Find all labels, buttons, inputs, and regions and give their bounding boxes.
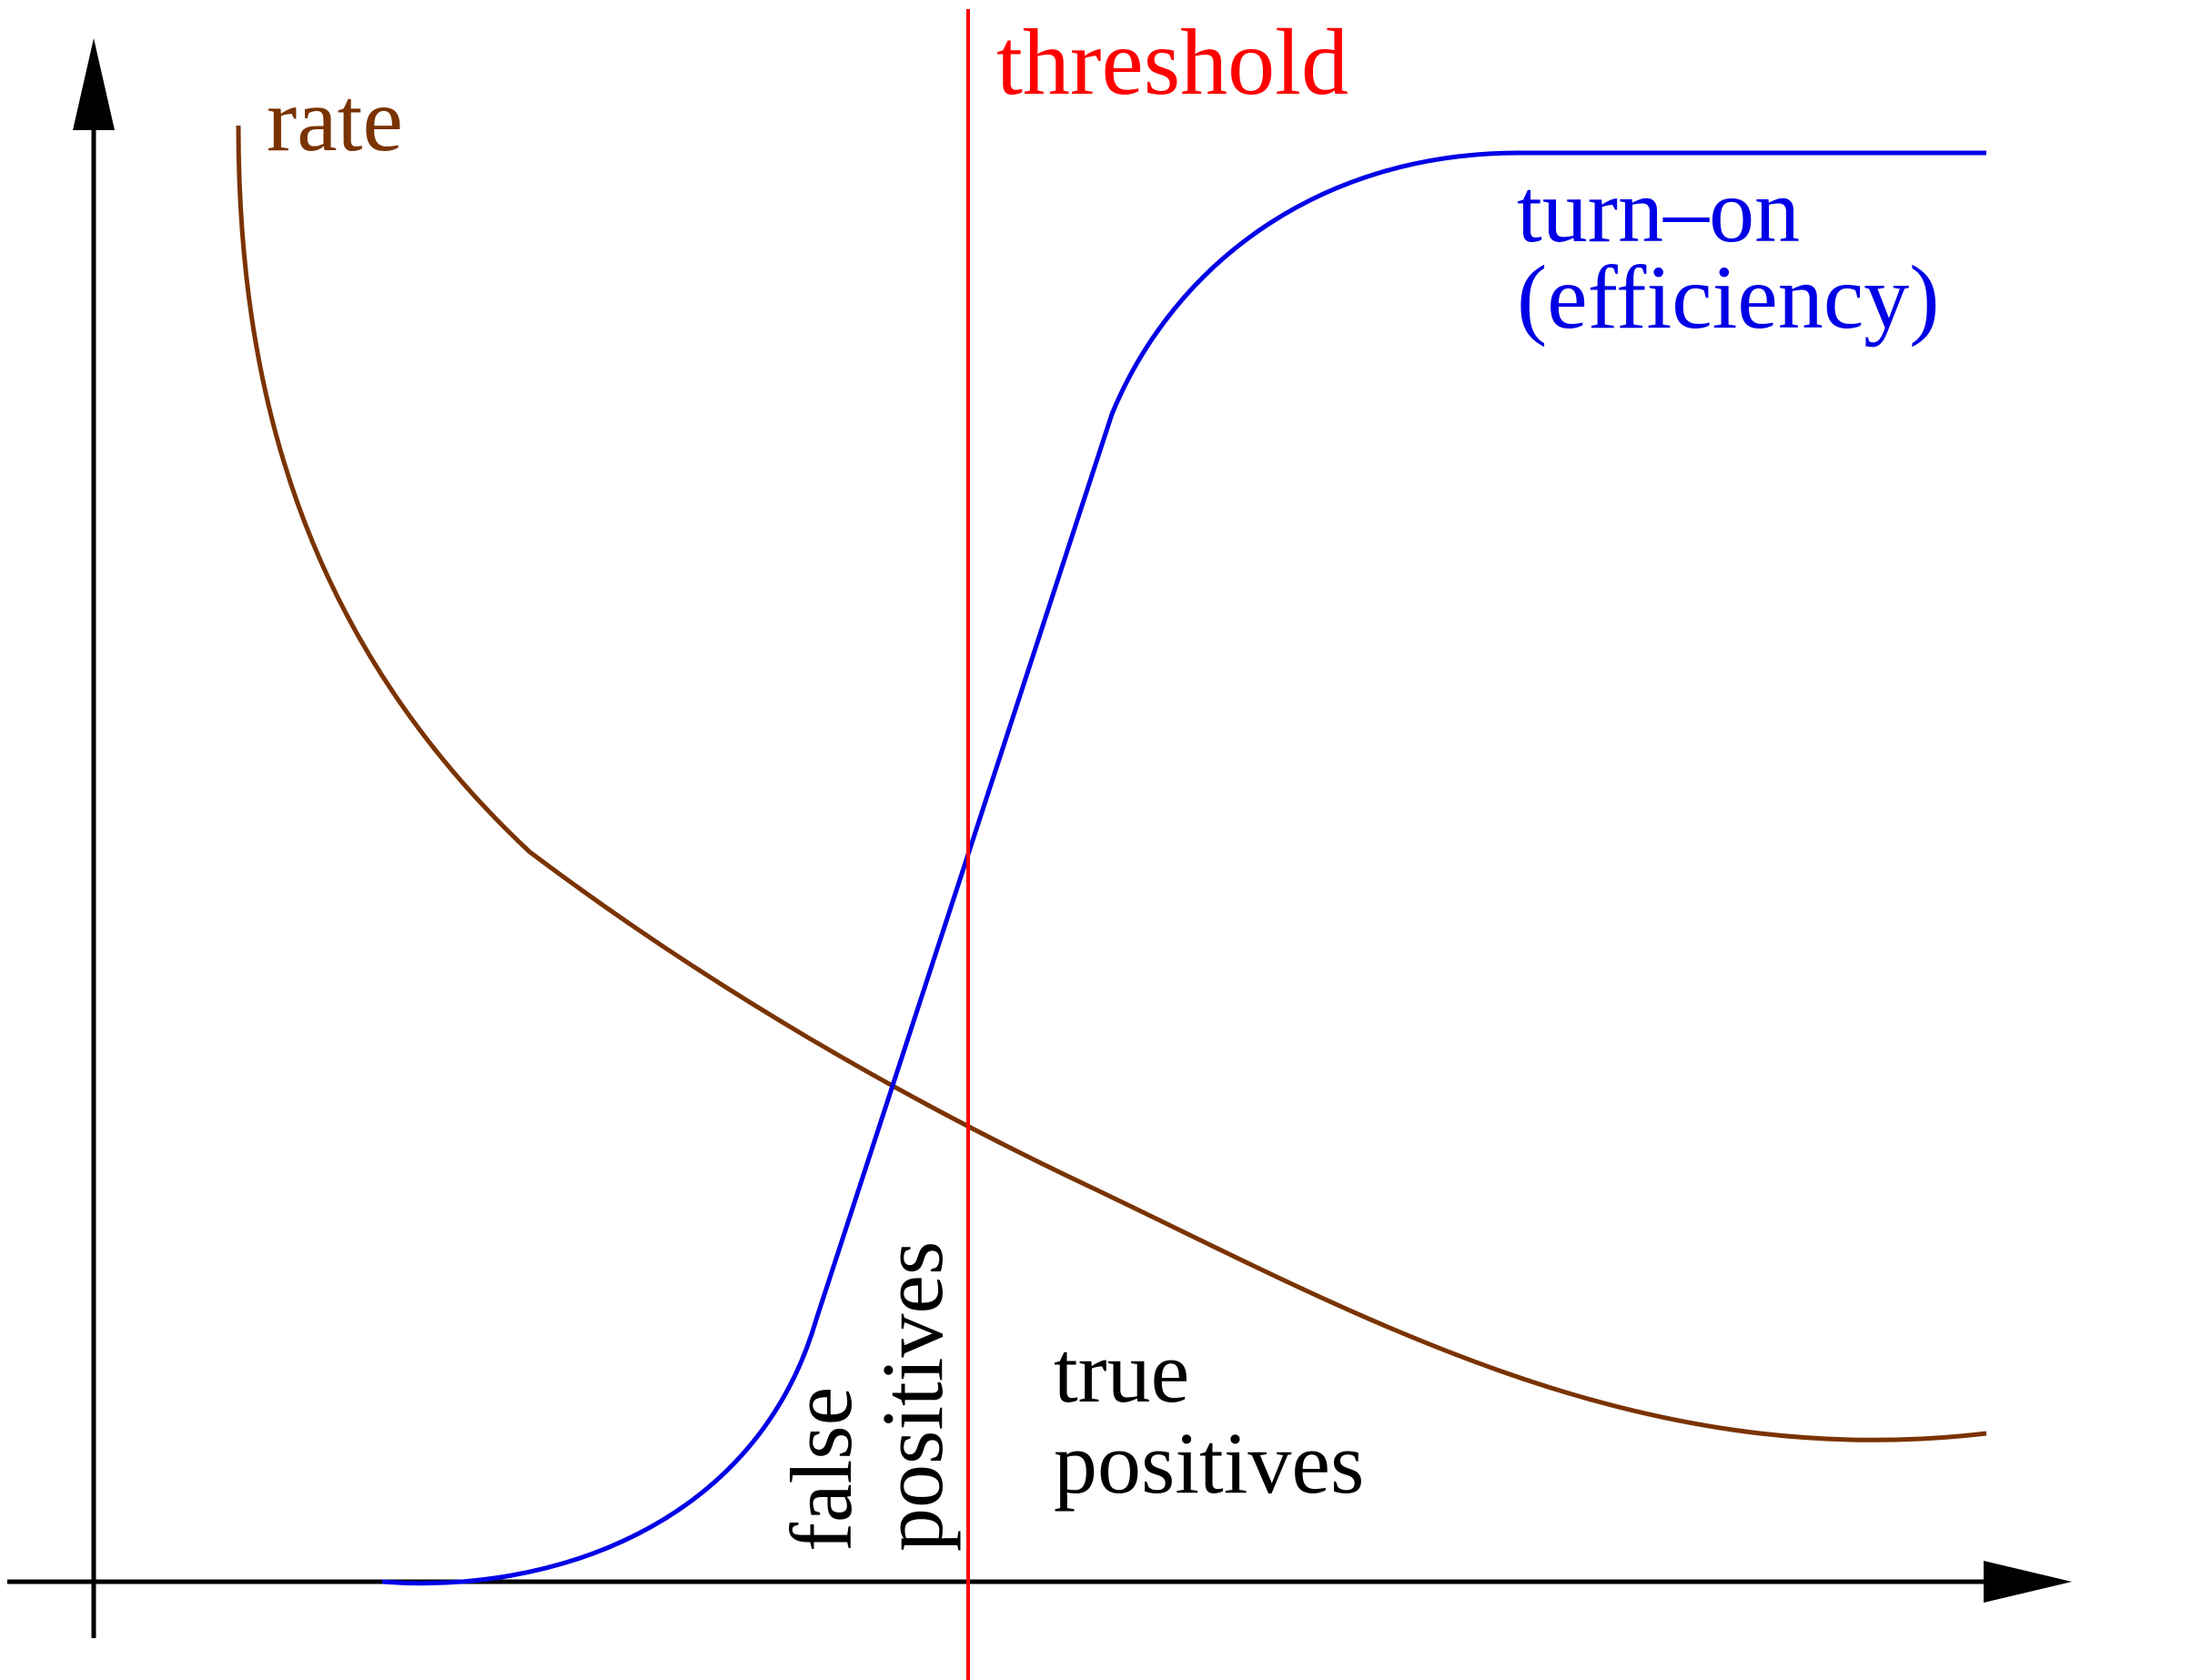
true-positives-label-line1: true — [1054, 1323, 1189, 1421]
rate-label: rate — [267, 69, 403, 170]
threshold-label: threshold — [996, 10, 1348, 115]
false-positives-label-line2: positives — [864, 1241, 961, 1552]
turn-on-curve — [381, 150, 1986, 1586]
y-axis-arrowhead — [73, 38, 115, 130]
x-axis-arrowhead — [1984, 1561, 2072, 1603]
turn-on-label-line2: (efficiency) — [1517, 247, 1940, 348]
turn-on-label-line1: turn–on — [1517, 160, 1800, 261]
rate-curve — [236, 125, 1987, 1442]
false-positives-label-line1: false — [773, 1387, 870, 1552]
true-positives-label-line2: positives — [1054, 1414, 1364, 1512]
